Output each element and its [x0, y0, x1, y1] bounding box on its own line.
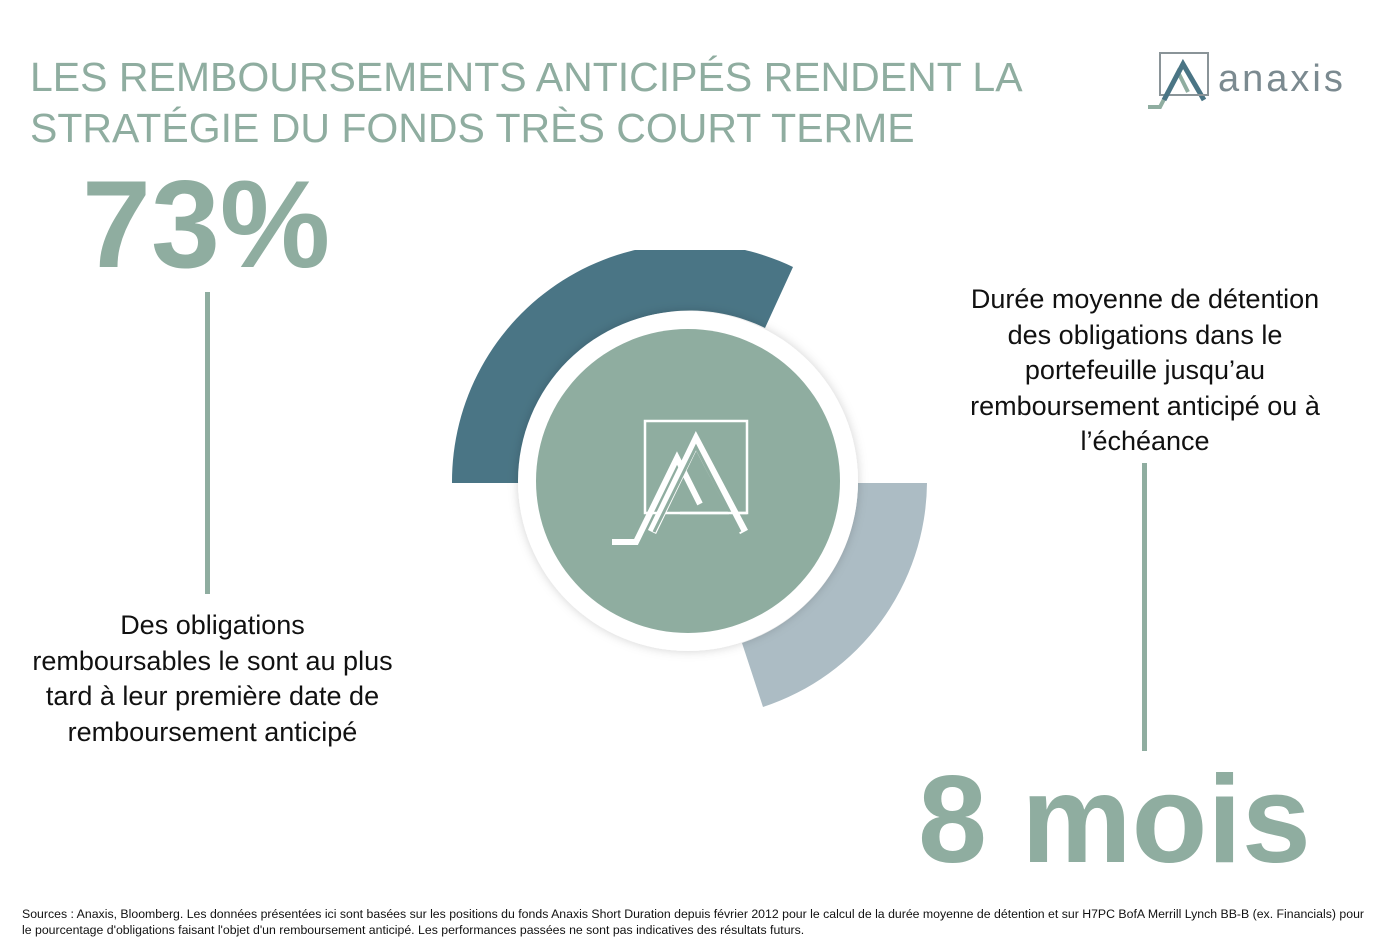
title-line-2: STRATÉGIE DU FONDS TRÈS COURT TERME	[30, 105, 915, 151]
center-logo-icon	[612, 419, 749, 545]
right-divider-line	[1142, 463, 1147, 751]
light-arc-segment	[742, 483, 927, 707]
donut-graphic	[440, 243, 940, 735]
left-divider-line	[205, 292, 210, 594]
left-stat-description: Des obligations remboursables le sont au…	[32, 610, 393, 747]
page-title: LES REMBOURSEMENTS ANTICIPÉS RENDENT LA …	[30, 52, 1110, 154]
right-stat-description: Durée moyenne de détention des obligatio…	[970, 284, 1320, 456]
stat-8-mois: 8 mois	[918, 751, 1311, 889]
dark-arc-segment	[451, 243, 793, 483]
anaxis-mark-icon	[1148, 52, 1209, 109]
anaxis-logo: anaxis	[1146, 50, 1356, 110]
stat-73-percent: 73%	[82, 156, 331, 294]
sources-footnote: Sources : Anaxis, Bloomberg. Les données…	[22, 907, 1365, 937]
title-line-1: LES REMBOURSEMENTS ANTICIPÉS RENDENT LA	[30, 54, 1023, 100]
logo-brand-text: anaxis	[1218, 58, 1346, 100]
